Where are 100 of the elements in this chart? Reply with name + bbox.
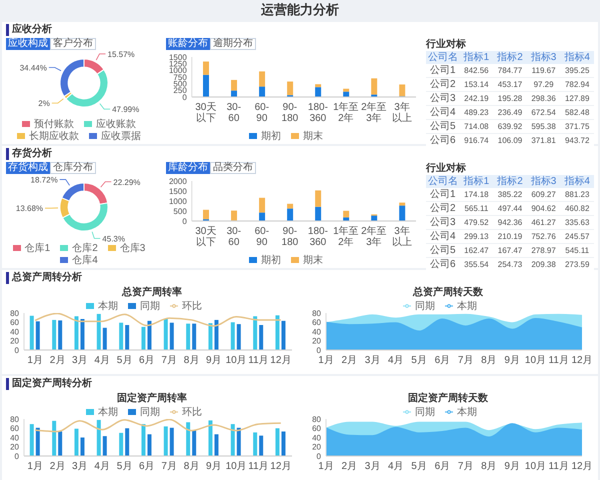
legend-label: 同期 <box>140 301 160 312</box>
data-label: 167.47 <box>493 244 527 258</box>
data-label: 752.76 <box>526 230 560 244</box>
x-tick-label: 指标4 <box>564 52 590 62</box>
x-tick-label: 30-60 <box>226 102 242 124</box>
y-tick-label: 60 <box>312 424 322 434</box>
data-label: 582.48 <box>560 106 594 120</box>
data-label: 13.68% <box>16 204 44 214</box>
x-tick-label: 12月 <box>571 355 593 366</box>
y-tick-label: 公司2 <box>430 78 456 90</box>
y-tick-label: 0 <box>14 346 20 355</box>
legend-label: 应收票据 <box>101 131 141 142</box>
y-axis-title: 公司名 <box>428 176 458 186</box>
x-tick-label: 3年以上 <box>392 225 412 248</box>
data-label: 489.23 <box>460 106 494 120</box>
x-tick-label: 3月 <box>72 461 88 472</box>
chart-title: 固定资产周转率 <box>117 393 187 404</box>
data-label: 371.75 <box>560 120 594 134</box>
x-tick-label: 3年以上 <box>392 101 412 124</box>
x-tick-label: 10月 <box>226 355 247 366</box>
chart-subtitle: 逾期分布 <box>213 38 253 49</box>
y-tick-label: 1250 <box>168 60 188 69</box>
x-tick-label: 2月 <box>50 355 66 366</box>
y-tick-label: 0 <box>182 92 188 102</box>
y-tick-label: 公司3 <box>430 92 456 104</box>
chart-subtitle: 品类分布 <box>213 162 253 173</box>
data-label: 127.89 <box>560 92 594 106</box>
x-tick-label: 8月 <box>481 355 497 366</box>
chart-title: 行业对标 <box>426 39 466 50</box>
y-axis-title: 公司名 <box>428 52 458 62</box>
x-tick-label: 指标3 <box>530 176 556 186</box>
x-tick-label: 30天以下 <box>195 226 216 248</box>
legend-label: 同期 <box>140 407 160 418</box>
data-label: 639.92 <box>493 120 527 134</box>
legend-label: 期初 <box>261 255 281 266</box>
data-label: 565.11 <box>460 202 494 216</box>
x-tick-label: 9月 <box>206 461 222 472</box>
x-tick-label: 指标1 <box>464 52 490 62</box>
y-tick-label: 40 <box>10 433 20 442</box>
legend-label: 环比 <box>182 407 202 418</box>
legend-label: 本期 <box>98 301 118 312</box>
x-tick-label: 180-360 <box>308 226 328 248</box>
data-label: 254.73 <box>493 258 527 272</box>
x-tick-label: 5月 <box>116 355 132 366</box>
y-tick-label: 40 <box>312 433 322 442</box>
x-tick-label: 6月 <box>139 355 155 366</box>
y-tick-label: 1000 <box>168 196 188 206</box>
x-tick-label: 30-60 <box>226 226 242 248</box>
x-tick-label: 12月 <box>270 355 292 366</box>
x-tick-label: 4月 <box>94 461 110 472</box>
x-tick-label: 90-180 <box>282 226 299 248</box>
x-tick-label: 10月 <box>226 461 247 472</box>
x-tick-label: 9月 <box>206 355 222 366</box>
x-tick-label: 11月 <box>548 461 569 472</box>
x-tick-label: 1月 <box>27 355 43 366</box>
data-label: 18.72% <box>30 176 58 185</box>
x-tick-label: 4月 <box>388 461 404 472</box>
y-tick-label: 2000 <box>168 176 188 186</box>
data-label: 97.29 <box>526 78 560 92</box>
x-tick-label: 12月 <box>270 461 292 472</box>
data-label: 2% <box>38 99 50 108</box>
data-label: 195.28 <box>493 92 527 106</box>
y-tick-label: 250 <box>173 86 188 96</box>
x-tick-label: 1月 <box>318 461 334 472</box>
x-tick-label: 3月 <box>364 355 380 366</box>
data-label: 385.22 <box>493 188 527 202</box>
x-tick-label: 指标2 <box>497 52 523 62</box>
x-tick-label: 90-180 <box>282 102 299 124</box>
legend-label: 应收账款 <box>96 119 136 130</box>
legend-label: 本期 <box>457 301 477 312</box>
x-tick-label: 8月 <box>184 461 200 472</box>
y-tick-label: 1500 <box>168 52 188 62</box>
data-label: 355.54 <box>460 258 494 272</box>
data-label: 784.77 <box>493 64 527 78</box>
data-label: 236.49 <box>493 106 527 120</box>
legend-label: 仓库4 <box>72 255 98 266</box>
x-tick-label: 6月 <box>139 461 155 472</box>
x-tick-label: 1月 <box>27 461 43 472</box>
text: 总资产周转分析 <box>12 272 82 283</box>
data-label: 545.11 <box>560 244 594 258</box>
data-label: 119.67 <box>526 64 560 78</box>
data-label: 106.09 <box>493 134 527 148</box>
x-tick-label: 8月 <box>481 461 497 472</box>
data-label: 209.38 <box>526 258 560 272</box>
text: 存货分析 <box>12 148 52 159</box>
x-tick-label: 9月 <box>504 355 520 366</box>
data-label: 15.57% <box>108 50 135 59</box>
x-tick-label: 指标1 <box>464 176 490 186</box>
chart-title: 总资产周转率 <box>122 287 182 298</box>
y-tick-label: 20 <box>312 442 322 452</box>
y-tick-label: 40 <box>312 327 322 336</box>
data-label: 335.63 <box>560 216 594 230</box>
y-tick-label: 公司1 <box>430 64 456 76</box>
y-tick-label: 20 <box>312 336 322 346</box>
x-tick-label: 2月 <box>341 461 358 472</box>
chart-title: 库龄分布 <box>168 162 208 173</box>
x-tick-label: 2年至3年 <box>361 225 387 248</box>
legend-label: 仓库1 <box>24 243 50 254</box>
data-label: 45.3% <box>102 234 125 244</box>
x-tick-label: 2月 <box>341 355 358 366</box>
